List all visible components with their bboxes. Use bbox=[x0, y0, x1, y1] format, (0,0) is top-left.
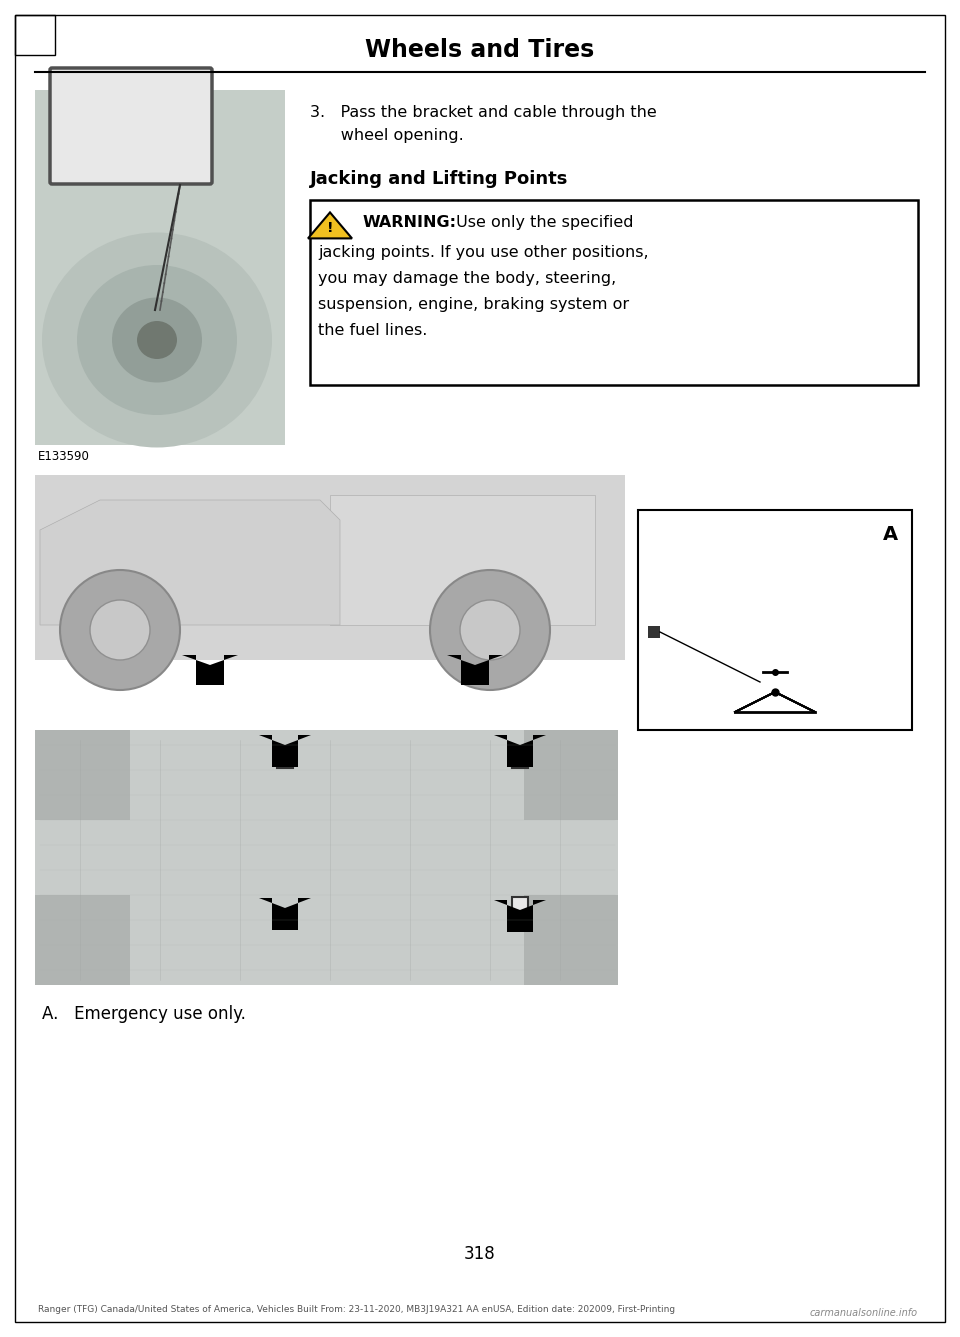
Ellipse shape bbox=[42, 233, 272, 448]
Circle shape bbox=[460, 600, 520, 660]
Text: you may damage the body, steering,: you may damage the body, steering, bbox=[318, 271, 616, 286]
Text: Ranger (TFG) Canada/United States of America, Vehicles Built From: 23-11-2020, M: Ranger (TFG) Canada/United States of Ame… bbox=[38, 1305, 675, 1314]
Text: carmanualsonline.info: carmanualsonline.info bbox=[810, 1308, 918, 1318]
Bar bbox=[330, 495, 595, 624]
Bar bbox=[35, 730, 618, 985]
Text: E133590: E133590 bbox=[38, 451, 90, 463]
Text: A.   Emergency use only.: A. Emergency use only. bbox=[42, 1005, 246, 1023]
Bar bbox=[35, 475, 625, 660]
Bar bbox=[310, 201, 918, 385]
Circle shape bbox=[60, 570, 180, 690]
FancyBboxPatch shape bbox=[50, 68, 212, 185]
Polygon shape bbox=[494, 735, 546, 767]
Text: suspension, engine, braking system or: suspension, engine, braking system or bbox=[318, 297, 629, 312]
Circle shape bbox=[430, 570, 550, 690]
Text: jacking points. If you use other positions,: jacking points. If you use other positio… bbox=[318, 245, 649, 259]
Text: wheel opening.: wheel opening. bbox=[310, 128, 464, 143]
Polygon shape bbox=[259, 898, 311, 931]
Bar bbox=[638, 509, 912, 730]
Text: !: ! bbox=[326, 221, 333, 235]
Text: 318: 318 bbox=[464, 1245, 496, 1263]
Bar bbox=[512, 897, 528, 913]
Ellipse shape bbox=[112, 298, 202, 382]
Text: the fuel lines.: the fuel lines. bbox=[318, 324, 427, 338]
Text: WARNING:: WARNING: bbox=[363, 215, 457, 230]
Bar bbox=[524, 730, 618, 820]
Circle shape bbox=[90, 600, 150, 660]
Bar bbox=[648, 626, 660, 638]
Text: A: A bbox=[882, 525, 898, 544]
Polygon shape bbox=[182, 655, 238, 685]
Text: Use only the specified: Use only the specified bbox=[451, 215, 634, 230]
Text: Jacking and Lifting Points: Jacking and Lifting Points bbox=[310, 170, 568, 189]
Bar bbox=[35, 730, 130, 820]
Polygon shape bbox=[308, 213, 352, 238]
Text: Wheels and Tires: Wheels and Tires bbox=[366, 37, 594, 62]
Bar bbox=[15, 15, 55, 55]
Bar bbox=[524, 894, 618, 985]
Text: 3.   Pass the bracket and cable through the: 3. Pass the bracket and cable through th… bbox=[310, 106, 657, 120]
Bar bbox=[512, 751, 528, 767]
Ellipse shape bbox=[77, 265, 237, 414]
Bar bbox=[35, 90, 285, 445]
Polygon shape bbox=[40, 500, 340, 624]
Ellipse shape bbox=[137, 321, 177, 360]
Polygon shape bbox=[494, 900, 546, 932]
Bar bbox=[277, 751, 293, 767]
Bar bbox=[35, 894, 130, 985]
Polygon shape bbox=[447, 655, 503, 685]
Bar bbox=[277, 912, 293, 928]
Polygon shape bbox=[259, 735, 311, 767]
